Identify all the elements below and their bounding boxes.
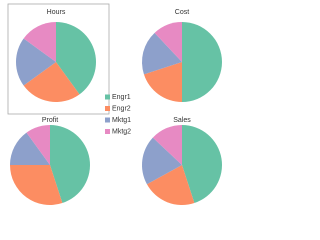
chart-title: Sales: [173, 117, 191, 124]
chart-title: Profit: [42, 117, 58, 124]
pie-slice: [26, 125, 50, 165]
pie-slice: [182, 22, 222, 102]
pie-slice: [10, 132, 50, 165]
legend-swatch: [105, 106, 110, 111]
pie-slice: [23, 22, 56, 62]
chart-title: Hours: [47, 9, 66, 16]
pie-slice: [146, 165, 195, 206]
pie-slice: [142, 137, 182, 185]
legend-swatch: [105, 129, 110, 134]
legend-swatch: [105, 117, 110, 123]
legend-label: Mktg2: [112, 128, 131, 135]
pie-slice: [152, 125, 182, 165]
legend-label: Engr2: [112, 105, 131, 112]
chart-title: Cost: [175, 9, 189, 16]
pie-slice: [50, 125, 91, 204]
pie-slice: [15, 38, 57, 86]
pie-slice: [154, 22, 182, 62]
legend-label: Mktg1: [112, 117, 131, 124]
pie-slice: [56, 22, 97, 95]
pie-slice: [10, 165, 63, 206]
selection-box: [7, 3, 110, 115]
pie-slice: [23, 62, 80, 102]
pie-slice: [143, 62, 182, 102]
pie-slice: [182, 125, 223, 204]
pie-slice: [142, 32, 182, 75]
legend-swatch: [105, 94, 110, 100]
legend-label: Engr1: [112, 94, 131, 101]
chart: Hours Engr1 Engr2 Mktg1 Mktg2 Cost Profit Sales: [7, 3, 223, 206]
